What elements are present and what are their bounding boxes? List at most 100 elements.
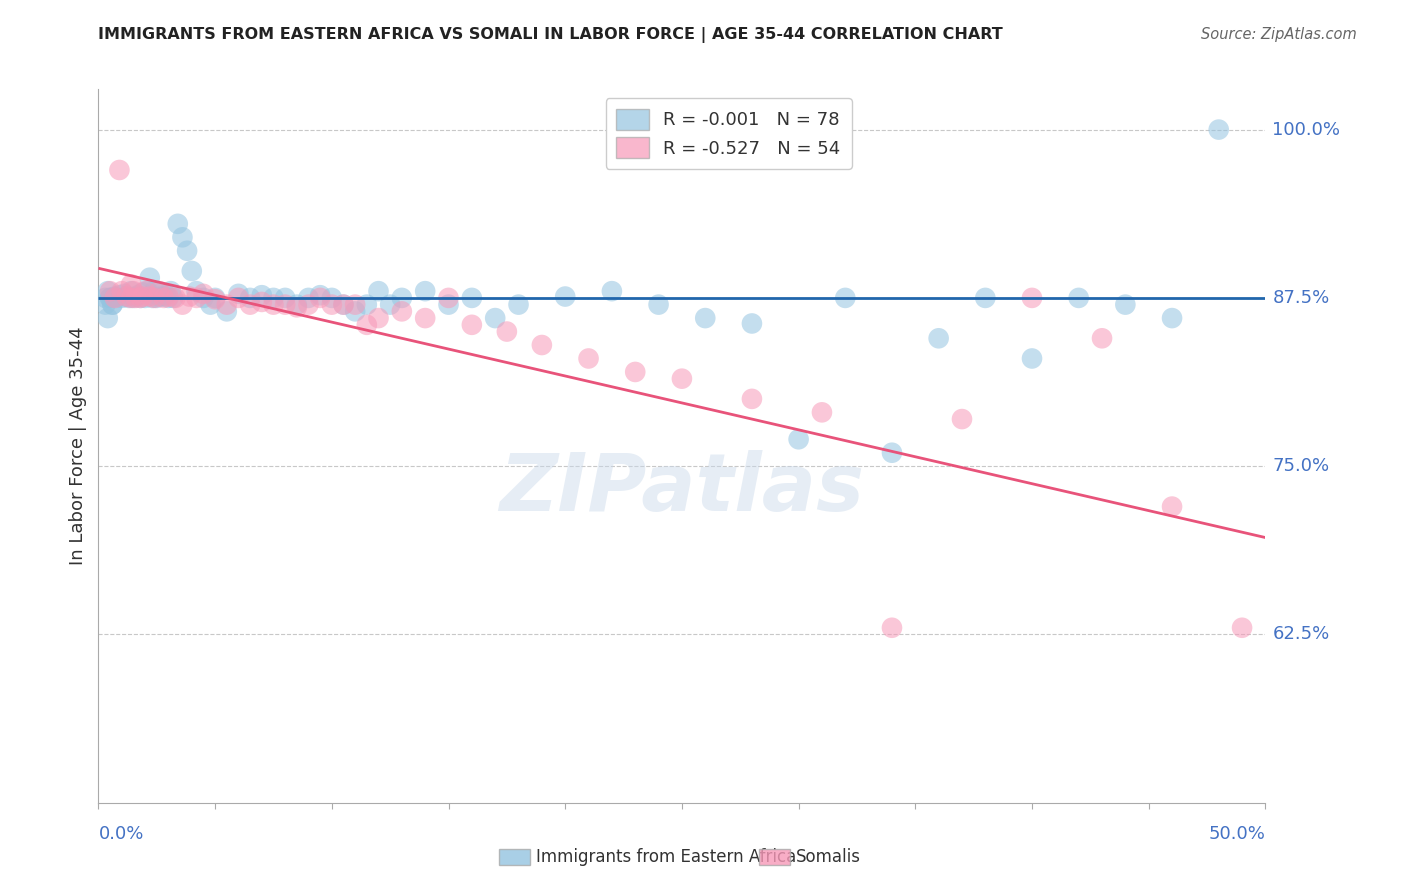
Text: 87.5%: 87.5% xyxy=(1272,289,1330,307)
Point xyxy=(155,288,177,302)
Point xyxy=(262,291,284,305)
Text: Somalis: Somalis xyxy=(796,848,860,866)
Point xyxy=(200,298,222,312)
Point xyxy=(122,291,145,305)
Point xyxy=(152,289,174,303)
Point xyxy=(172,230,194,244)
Point xyxy=(115,289,138,303)
Text: IMMIGRANTS FROM EASTERN AFRICA VS SOMALI IN LABOR FORCE | AGE 35-44 CORRELATION : IMMIGRANTS FROM EASTERN AFRICA VS SOMALI… xyxy=(98,27,1002,43)
Point xyxy=(179,289,201,303)
Point xyxy=(108,288,131,302)
Point xyxy=(134,291,156,305)
Point xyxy=(134,284,156,298)
Point xyxy=(186,291,208,305)
Point xyxy=(321,291,343,305)
Point xyxy=(157,289,180,303)
Text: 62.5%: 62.5% xyxy=(1272,625,1330,643)
Point xyxy=(112,286,135,301)
Point xyxy=(162,291,184,305)
Point xyxy=(285,298,308,312)
Point xyxy=(239,291,262,305)
Point xyxy=(127,288,149,302)
Point xyxy=(97,311,120,326)
Point xyxy=(143,284,166,298)
Text: 100.0%: 100.0% xyxy=(1272,120,1340,138)
Point xyxy=(193,286,215,301)
Point xyxy=(139,289,162,303)
Point xyxy=(274,298,297,312)
Text: Source: ZipAtlas.com: Source: ZipAtlas.com xyxy=(1201,27,1357,42)
Point xyxy=(1021,351,1043,366)
Point xyxy=(391,291,413,305)
Point xyxy=(741,317,763,331)
Point xyxy=(1021,291,1043,305)
Point xyxy=(94,298,117,312)
Point xyxy=(146,291,169,305)
Point xyxy=(495,325,517,339)
Point xyxy=(262,298,284,312)
Point xyxy=(1161,311,1184,326)
Point xyxy=(129,291,152,305)
Point xyxy=(1161,500,1184,514)
Point xyxy=(104,291,127,305)
Point xyxy=(367,284,389,298)
Point xyxy=(297,291,319,305)
Point xyxy=(132,285,155,300)
Point xyxy=(578,351,600,366)
Point xyxy=(274,291,297,305)
Point xyxy=(309,288,332,302)
Point xyxy=(176,244,198,258)
Point xyxy=(461,318,484,332)
Point xyxy=(166,217,188,231)
Point xyxy=(413,284,436,298)
Point xyxy=(136,284,159,298)
Point xyxy=(120,291,142,305)
Point xyxy=(150,286,173,301)
Point xyxy=(378,298,402,312)
Point xyxy=(98,291,121,305)
Point xyxy=(600,284,623,298)
Point xyxy=(98,291,121,305)
Point xyxy=(152,291,174,305)
Point xyxy=(1230,621,1253,635)
Point xyxy=(98,284,121,298)
Point xyxy=(157,291,180,305)
Point xyxy=(101,298,124,312)
Point xyxy=(239,298,262,312)
Point xyxy=(554,289,576,303)
Point xyxy=(111,284,134,298)
Point xyxy=(928,331,950,345)
Point xyxy=(228,286,250,301)
Point xyxy=(309,291,332,305)
Point xyxy=(125,291,148,305)
Point xyxy=(129,291,152,305)
Point xyxy=(671,372,693,386)
Point xyxy=(94,291,117,305)
Point xyxy=(461,291,484,305)
Point xyxy=(437,291,460,305)
Text: 0.0%: 0.0% xyxy=(98,825,143,843)
Point xyxy=(647,298,669,312)
Point xyxy=(125,289,148,303)
Point xyxy=(115,289,138,303)
Point xyxy=(186,284,208,298)
Point xyxy=(880,621,903,635)
Point xyxy=(148,289,170,303)
Point xyxy=(356,298,378,312)
Point xyxy=(101,298,124,312)
Point xyxy=(297,298,319,312)
Point xyxy=(285,301,308,315)
Point xyxy=(484,311,506,326)
Point xyxy=(228,291,250,305)
Point xyxy=(143,291,166,305)
Legend: R = -0.001   N = 78, R = -0.527   N = 54: R = -0.001 N = 78, R = -0.527 N = 54 xyxy=(606,98,852,169)
Point xyxy=(1114,298,1136,312)
Point xyxy=(332,298,354,312)
Point xyxy=(1091,331,1114,345)
Point xyxy=(118,291,141,305)
Text: 75.0%: 75.0% xyxy=(1272,458,1330,475)
Point xyxy=(787,432,810,446)
Point xyxy=(344,304,367,318)
Point xyxy=(950,412,973,426)
Y-axis label: In Labor Force | Age 35-44: In Labor Force | Age 35-44 xyxy=(69,326,87,566)
